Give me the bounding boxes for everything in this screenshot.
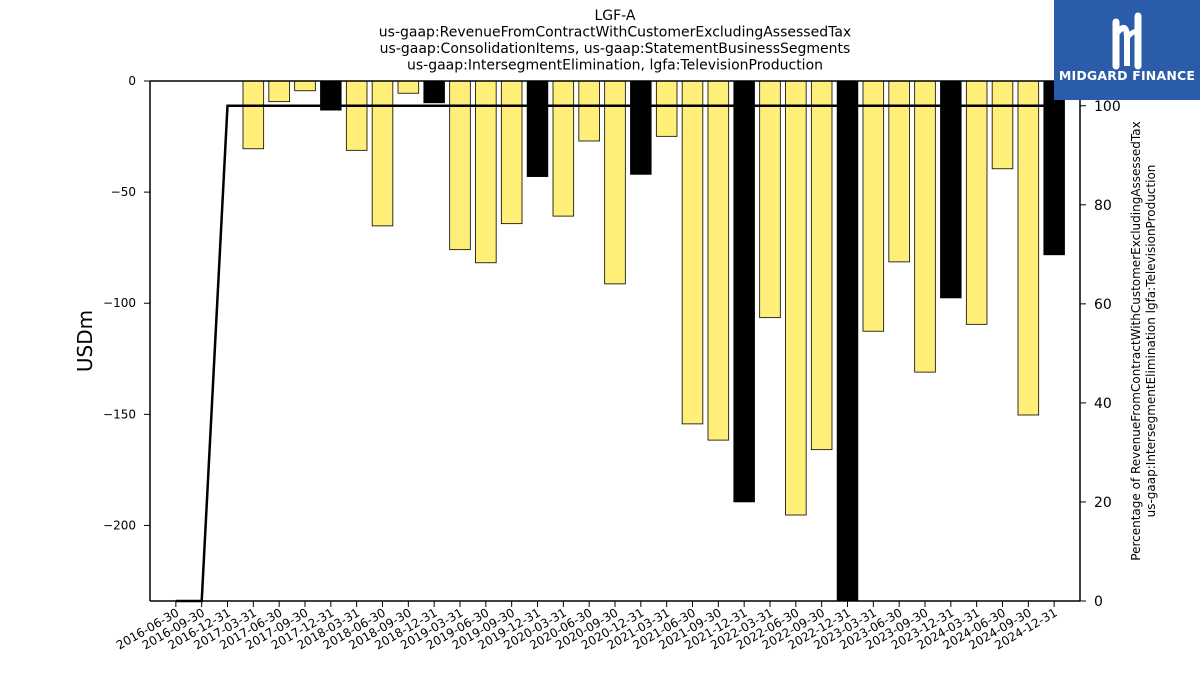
y-right-tick-label: 40 (1094, 396, 1112, 412)
y-tick-label: 0 (128, 74, 136, 88)
bar (630, 80, 652, 175)
title-line: LGF-A (594, 8, 635, 24)
bar (733, 80, 755, 503)
bar (681, 80, 704, 425)
midgard-logo-mark-icon (1112, 12, 1142, 70)
y-axis-right-ticks: 0 20 40 60 80 100 (1080, 99, 1121, 610)
bar (1017, 80, 1040, 416)
y-right-tick-label: 80 (1094, 198, 1112, 214)
bar (604, 80, 626, 285)
bar (268, 80, 290, 103)
percentage-line-path (175, 104, 1055, 603)
bar (526, 80, 549, 177)
bar (397, 80, 420, 94)
bars (242, 80, 1065, 602)
logo-name: MIDGARD FINANCE (1058, 68, 1196, 83)
bar (242, 80, 265, 150)
bar (965, 80, 988, 325)
y-axis-label-right-line: us-gaap:IntersegmentElimination lgfa:Tel… (1144, 165, 1158, 518)
bar (1043, 80, 1065, 256)
bar (940, 80, 962, 299)
y-right-tick-label: 0 (1094, 594, 1103, 610)
percentage-line (175, 104, 1055, 603)
bar (914, 80, 936, 373)
y-axis-label-right-line: Percentage of RevenueFromContractWithCus… (1129, 121, 1143, 560)
bar (836, 80, 859, 602)
bar (785, 80, 807, 516)
title-line: us-gaap:RevenueFromContractWithCustomerE… (379, 25, 851, 41)
bar (345, 80, 368, 151)
bar (888, 80, 910, 263)
y-tick-label: −150 (103, 407, 136, 421)
y-tick-label: −200 (103, 518, 136, 532)
y-axis-label-left: USDm (73, 310, 97, 372)
y-right-tick-label: 100 (1094, 99, 1121, 115)
title-line: us-gaap:ConsolidationItems, us-gaap:Stat… (380, 41, 851, 57)
x-axis-ticks: 2016-06-302016-09-302016-12-312017-03-31… (114, 601, 1060, 652)
title-line: us-gaap:IntersegmentElimination, lgfa:Te… (407, 58, 823, 74)
bar (294, 80, 316, 92)
bar (707, 80, 730, 441)
y-right-tick-label: 60 (1094, 297, 1112, 313)
chart-title: LGF-Aus-gaap:RevenueFromContractWithCust… (379, 8, 851, 74)
y-axis-label-right: Percentage of RevenueFromContractWithCus… (1129, 121, 1158, 560)
bar (371, 80, 394, 227)
bar (862, 80, 885, 332)
y-axis-left-ticks: 0 −50 −100 −150 −200 (103, 74, 150, 532)
bar (655, 80, 678, 137)
bar (475, 80, 497, 264)
bar (810, 80, 833, 451)
y-tick-label: −100 (103, 296, 136, 310)
bar (423, 80, 445, 104)
y-right-tick-label: 20 (1094, 495, 1112, 511)
bar (578, 80, 600, 142)
y-tick-label: −50 (111, 185, 136, 199)
bar (991, 80, 1014, 170)
bar (500, 80, 523, 225)
bar (552, 80, 575, 217)
logo: MIDGARD FINANCE (1054, 0, 1200, 100)
bar (759, 80, 781, 319)
